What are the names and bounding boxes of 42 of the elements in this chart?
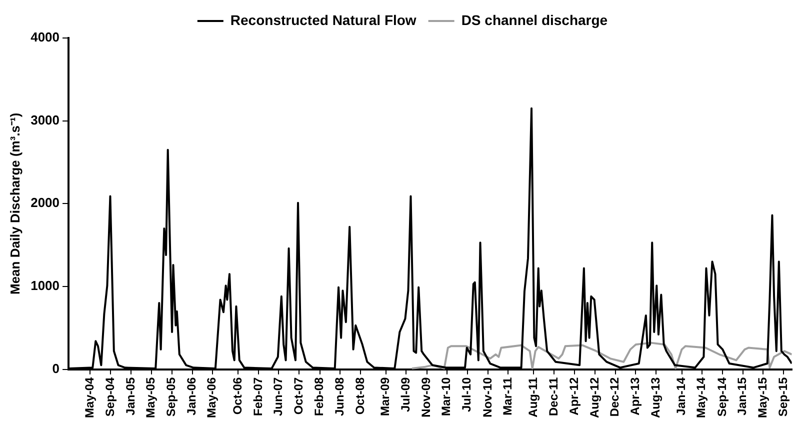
y-tick-label: 3000 <box>30 112 60 128</box>
x-tick-label: Jan-05 <box>123 376 138 416</box>
y-tick-label: 1000 <box>30 278 60 294</box>
x-tick-label: Mar-10 <box>439 376 454 416</box>
x-tick-label: May-06 <box>204 376 219 418</box>
x-tick-label: Aug-11 <box>526 376 540 418</box>
x-tick-label: Jun-07 <box>271 376 286 416</box>
y-tick-label: 0 <box>52 360 60 376</box>
x-tick-label: Jul-10 <box>460 376 474 412</box>
x-tick-label: Sep-05 <box>164 376 178 417</box>
x-tick-label: May-14 <box>694 376 708 418</box>
x-tick-label: Feb-07 <box>250 376 265 416</box>
x-tick-label: Mar-11 <box>500 376 514 416</box>
x-tick-label: Nov-10 <box>480 376 494 418</box>
x-tick-label: Sep-14 <box>714 376 729 417</box>
x-tick-label: Oct-07 <box>291 377 306 415</box>
x-tick-label: Jan-15 <box>735 376 750 416</box>
y-tick-label: 4000 <box>30 30 60 45</box>
x-tick-label: Jan-06 <box>184 376 199 416</box>
x-tick-label: May-15 <box>755 376 770 418</box>
y-axis-title: Mean Daily Discharge (m³.s⁻¹) <box>7 112 22 295</box>
legend-label: Reconstructed Natural Flow <box>230 12 416 28</box>
x-tick-label: Sep-15 <box>776 376 790 417</box>
x-tick-label: Dec-11 <box>546 376 560 416</box>
x-tick-label: Apr-13 <box>628 376 642 416</box>
x-tick-label: Nov-09 <box>419 376 434 418</box>
y-tick-label: 2000 <box>30 195 60 210</box>
x-tick-label: Aug-12 <box>587 376 602 418</box>
x-tick-label: Feb-08 <box>312 376 326 416</box>
x-tick-label: Oct-08 <box>352 377 367 415</box>
legend-label: DS channel discharge <box>461 12 608 28</box>
x-tick-label: Dec-12 <box>608 376 622 417</box>
x-tick-label: May-04 <box>82 376 96 418</box>
x-tick-label: Mar-09 <box>378 376 392 416</box>
x-tick-label: Apr-12 <box>566 376 581 416</box>
x-tick-label: Sep-04 <box>103 376 118 417</box>
x-tick-label: May-05 <box>144 376 158 418</box>
x-tick-label: Jul-09 <box>398 376 413 412</box>
x-tick-label: Jan-14 <box>674 376 688 416</box>
x-tick-label: Oct-06 <box>230 377 244 415</box>
x-tick-label: Jun-08 <box>332 376 346 416</box>
x-tick-label: Aug-13 <box>648 376 662 418</box>
